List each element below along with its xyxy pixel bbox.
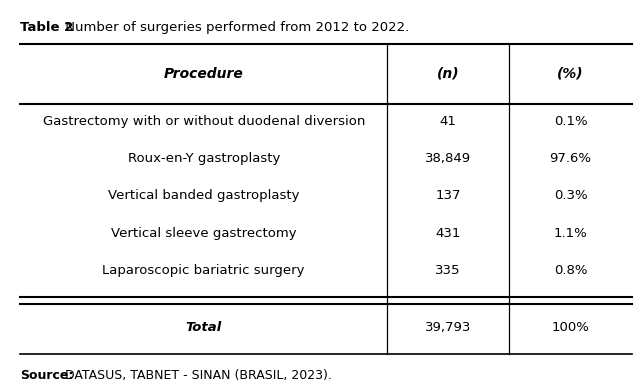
Text: 0.1%: 0.1% (553, 115, 587, 128)
Text: 97.6%: 97.6% (550, 152, 591, 165)
Text: Source:: Source: (21, 369, 74, 382)
Text: Roux-en-Y gastroplasty: Roux-en-Y gastroplasty (128, 152, 280, 165)
Text: 431: 431 (435, 227, 461, 240)
Text: (%): (%) (557, 67, 584, 81)
Text: 335: 335 (435, 264, 461, 277)
Text: Laparoscopic bariatric surgery: Laparoscopic bariatric surgery (103, 264, 305, 277)
Text: 38,849: 38,849 (425, 152, 471, 165)
Text: Vertical sleeve gastrectomy: Vertical sleeve gastrectomy (111, 227, 297, 240)
Text: 100%: 100% (551, 320, 589, 333)
Text: 41: 41 (440, 115, 456, 128)
Text: 1.1%: 1.1% (553, 227, 587, 240)
Text: Total: Total (186, 320, 222, 333)
Text: 0.8%: 0.8% (553, 264, 587, 277)
Text: Procedure: Procedure (164, 67, 243, 81)
Text: (n): (n) (437, 67, 460, 81)
Text: 137: 137 (435, 189, 461, 202)
Text: Gastrectomy with or without duodenal diversion: Gastrectomy with or without duodenal div… (42, 115, 365, 128)
Text: Vertical banded gastroplasty: Vertical banded gastroplasty (108, 189, 299, 202)
Text: 0.3%: 0.3% (553, 189, 587, 202)
Text: Table 2: Table 2 (21, 21, 74, 34)
Text: DATASUS, TABNET - SINAN (BRASIL, 2023).: DATASUS, TABNET - SINAN (BRASIL, 2023). (61, 369, 332, 382)
Text: Number of surgeries performed from 2012 to 2022.: Number of surgeries performed from 2012 … (61, 21, 409, 34)
Text: 39,793: 39,793 (425, 320, 471, 333)
